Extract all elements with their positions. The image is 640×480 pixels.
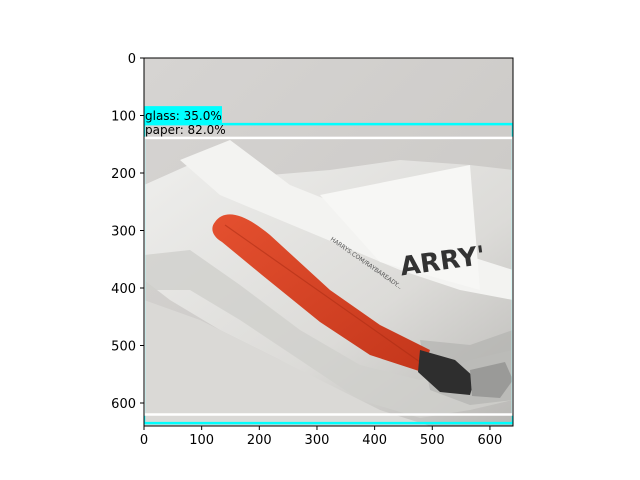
y-tick-label: 600 xyxy=(111,397,136,412)
x-tick-label: 600 xyxy=(478,433,503,448)
y-tick-label: 400 xyxy=(111,282,136,297)
x-tick-label: 400 xyxy=(362,433,387,448)
detection-labels: glass: 35.0%paper: 82.0% xyxy=(144,106,226,137)
detection-label-glass: glass: 35.0% xyxy=(145,109,222,123)
x-tick-label: 300 xyxy=(305,433,330,448)
detection-label-bg-glass xyxy=(144,106,222,125)
photo: ARRY' HARRYS.COM/RAYBAREADY... xyxy=(144,58,513,426)
axes-frame xyxy=(143,57,514,427)
detection-label-paper: paper: 82.0% xyxy=(145,123,226,137)
x-axis: 0 100 200 300 400 500 600 xyxy=(140,426,502,448)
detection-overlay xyxy=(144,122,513,425)
y-tick-label: 500 xyxy=(111,340,136,355)
y-tick-label: 0 xyxy=(128,52,136,67)
y-tick-label: 100 xyxy=(111,110,136,125)
detection-box-glass xyxy=(144,122,513,425)
x-tick-label: 200 xyxy=(247,433,272,448)
detection-box-paper xyxy=(144,136,513,416)
y-tick-label: 300 xyxy=(111,225,136,240)
x-tick-label: 0 xyxy=(140,433,148,448)
y-axis: 0 100 200 300 400 500 600 xyxy=(111,52,144,412)
x-tick-label: 100 xyxy=(189,433,214,448)
y-tick-label: 200 xyxy=(111,167,136,182)
razor-head xyxy=(418,350,475,395)
x-tick-label: 500 xyxy=(420,433,445,448)
